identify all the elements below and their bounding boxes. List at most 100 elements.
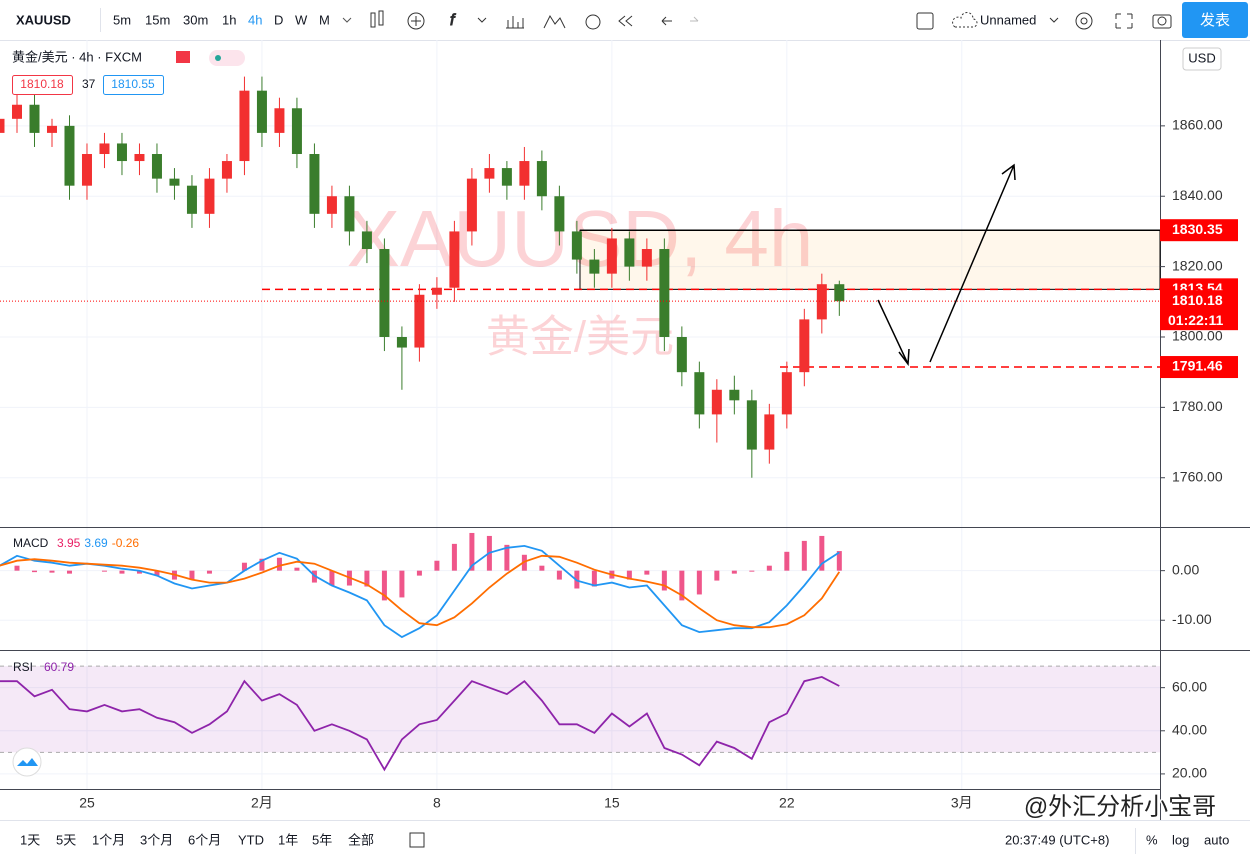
y-tick-label: 1840.00	[1172, 187, 1223, 203]
histogram-bar	[539, 565, 545, 571]
range-button[interactable]: 1个月	[92, 832, 125, 847]
candle-body	[326, 196, 337, 214]
undo-icon[interactable]	[661, 16, 672, 26]
plot-area: XAUUSD, 4h黄金/美元	[0, 40, 1161, 789]
legend-values: 3.95 3.69 -0.26	[57, 536, 139, 550]
histogram-bar	[626, 570, 632, 580]
legend-value: 3.95	[57, 536, 81, 550]
logo[interactable]	[12, 747, 42, 777]
range-button[interactable]: 全部	[348, 832, 374, 847]
zone	[579, 229, 1161, 290]
interval[interactable]: W	[295, 12, 308, 27]
range-button[interactable]: 5年	[312, 832, 332, 847]
alert-icon[interactable]	[585, 14, 601, 30]
rsi-band	[0, 666, 1160, 753]
y-tick-label: 1760.00	[1172, 468, 1223, 484]
histogram-bar	[434, 560, 440, 571]
candle-icon[interactable]	[378, 10, 384, 26]
redo-icon[interactable]	[690, 16, 699, 22]
select-icon[interactable]	[916, 12, 934, 30]
price-label: 1830.35	[1172, 221, 1223, 237]
candle-body	[116, 143, 127, 162]
symbol[interactable]: XAUUSD	[16, 12, 71, 27]
histogram-bar	[661, 570, 667, 591]
interval[interactable]: 30m	[183, 12, 208, 27]
candle-body	[361, 231, 372, 250]
candle-body	[449, 231, 460, 288]
percent-toggle[interactable]: %	[1146, 832, 1158, 847]
legend-value: 60.79	[44, 660, 74, 674]
spread: 37	[82, 77, 96, 91]
histogram-bar	[416, 570, 422, 576]
candle-body	[64, 125, 75, 186]
histogram-bar	[241, 562, 247, 571]
range-button[interactable]: 3个月	[140, 832, 173, 847]
histogram-bar	[556, 570, 562, 580]
replay-icon[interactable]	[618, 15, 633, 27]
templates-icon[interactable]	[506, 16, 524, 29]
candle-body	[606, 238, 617, 274]
bid-box[interactable]	[12, 75, 73, 95]
dropdown-icon[interactable]	[342, 17, 352, 23]
candle-body	[676, 336, 687, 373]
snapshot-icon[interactable]	[1152, 14, 1172, 29]
candle-body	[764, 414, 775, 450]
range-button[interactable]: 5天	[56, 832, 76, 847]
toolbar: XAUUSD f Unnamed 发表 5m 15m 30m 1h 4h D W M	[0, 2, 1250, 41]
fullscreen-icon[interactable]	[1115, 13, 1133, 29]
drawing-arrows	[877, 163, 1016, 367]
histogram-bar	[469, 532, 475, 571]
compare-icon[interactable]	[543, 14, 566, 29]
range-button[interactable]: 6个月	[188, 832, 221, 847]
price-label-box	[1160, 356, 1238, 379]
interval[interactable]: M	[319, 12, 330, 27]
candle-body	[781, 372, 792, 415]
candle-body	[0, 118, 5, 133]
fx-icon[interactable]: f	[450, 12, 457, 30]
last-price-box	[1160, 290, 1238, 331]
ask-price: 1810.55	[111, 77, 155, 91]
currency-box[interactable]	[1182, 47, 1222, 71]
interval[interactable]: 4h	[248, 12, 262, 27]
candle-body	[729, 389, 740, 401]
y-tick-label: -10.00	[1172, 611, 1212, 627]
candle-body	[414, 294, 425, 348]
candle-body	[589, 259, 600, 274]
y-tick-label: 1780.00	[1172, 398, 1223, 414]
log-toggle[interactable]: log	[1172, 832, 1189, 847]
interval[interactable]: 5m	[113, 12, 131, 27]
watermark-sub: 黄金/美元	[486, 313, 674, 362]
layout-name[interactable]: Unnamed	[980, 12, 1036, 27]
candle-body	[659, 249, 670, 337]
y-tick-label: 1820.00	[1172, 257, 1223, 273]
auto-toggle[interactable]: auto	[1204, 832, 1229, 847]
settings-icon[interactable]	[1075, 12, 1093, 30]
candle-body	[309, 154, 320, 214]
candle-body	[274, 108, 285, 133]
histogram-bar	[259, 558, 265, 571]
interval[interactable]: D	[274, 12, 283, 27]
range-button[interactable]: 1天	[20, 832, 40, 847]
goto-date-icon[interactable]	[409, 832, 425, 848]
range-button[interactable]: YTD	[238, 832, 264, 847]
range-button[interactable]: 1年	[278, 832, 298, 847]
candle-body	[694, 372, 705, 415]
candle-body	[151, 154, 162, 179]
legend-value: 3.69	[84, 536, 108, 550]
bid-price: 1810.18	[20, 77, 64, 91]
instrument-title: 黄金/美元 · 4h · FXCM	[12, 49, 142, 64]
histogram-bar	[714, 570, 720, 581]
ask-box[interactable]	[103, 75, 164, 95]
interval[interactable]: 15m	[145, 12, 170, 27]
x-tick-label: 8	[433, 795, 441, 811]
histogram-bar	[294, 567, 300, 571]
candle-icon[interactable]	[370, 12, 376, 28]
cloud-icon[interactable]	[952, 12, 978, 28]
candle-body	[536, 161, 547, 197]
publish-button[interactable]	[1182, 2, 1248, 38]
interval[interactable]: 1h	[222, 12, 236, 27]
indicator-add-icon[interactable]	[407, 12, 425, 30]
rsi-title: RSI	[13, 660, 33, 674]
